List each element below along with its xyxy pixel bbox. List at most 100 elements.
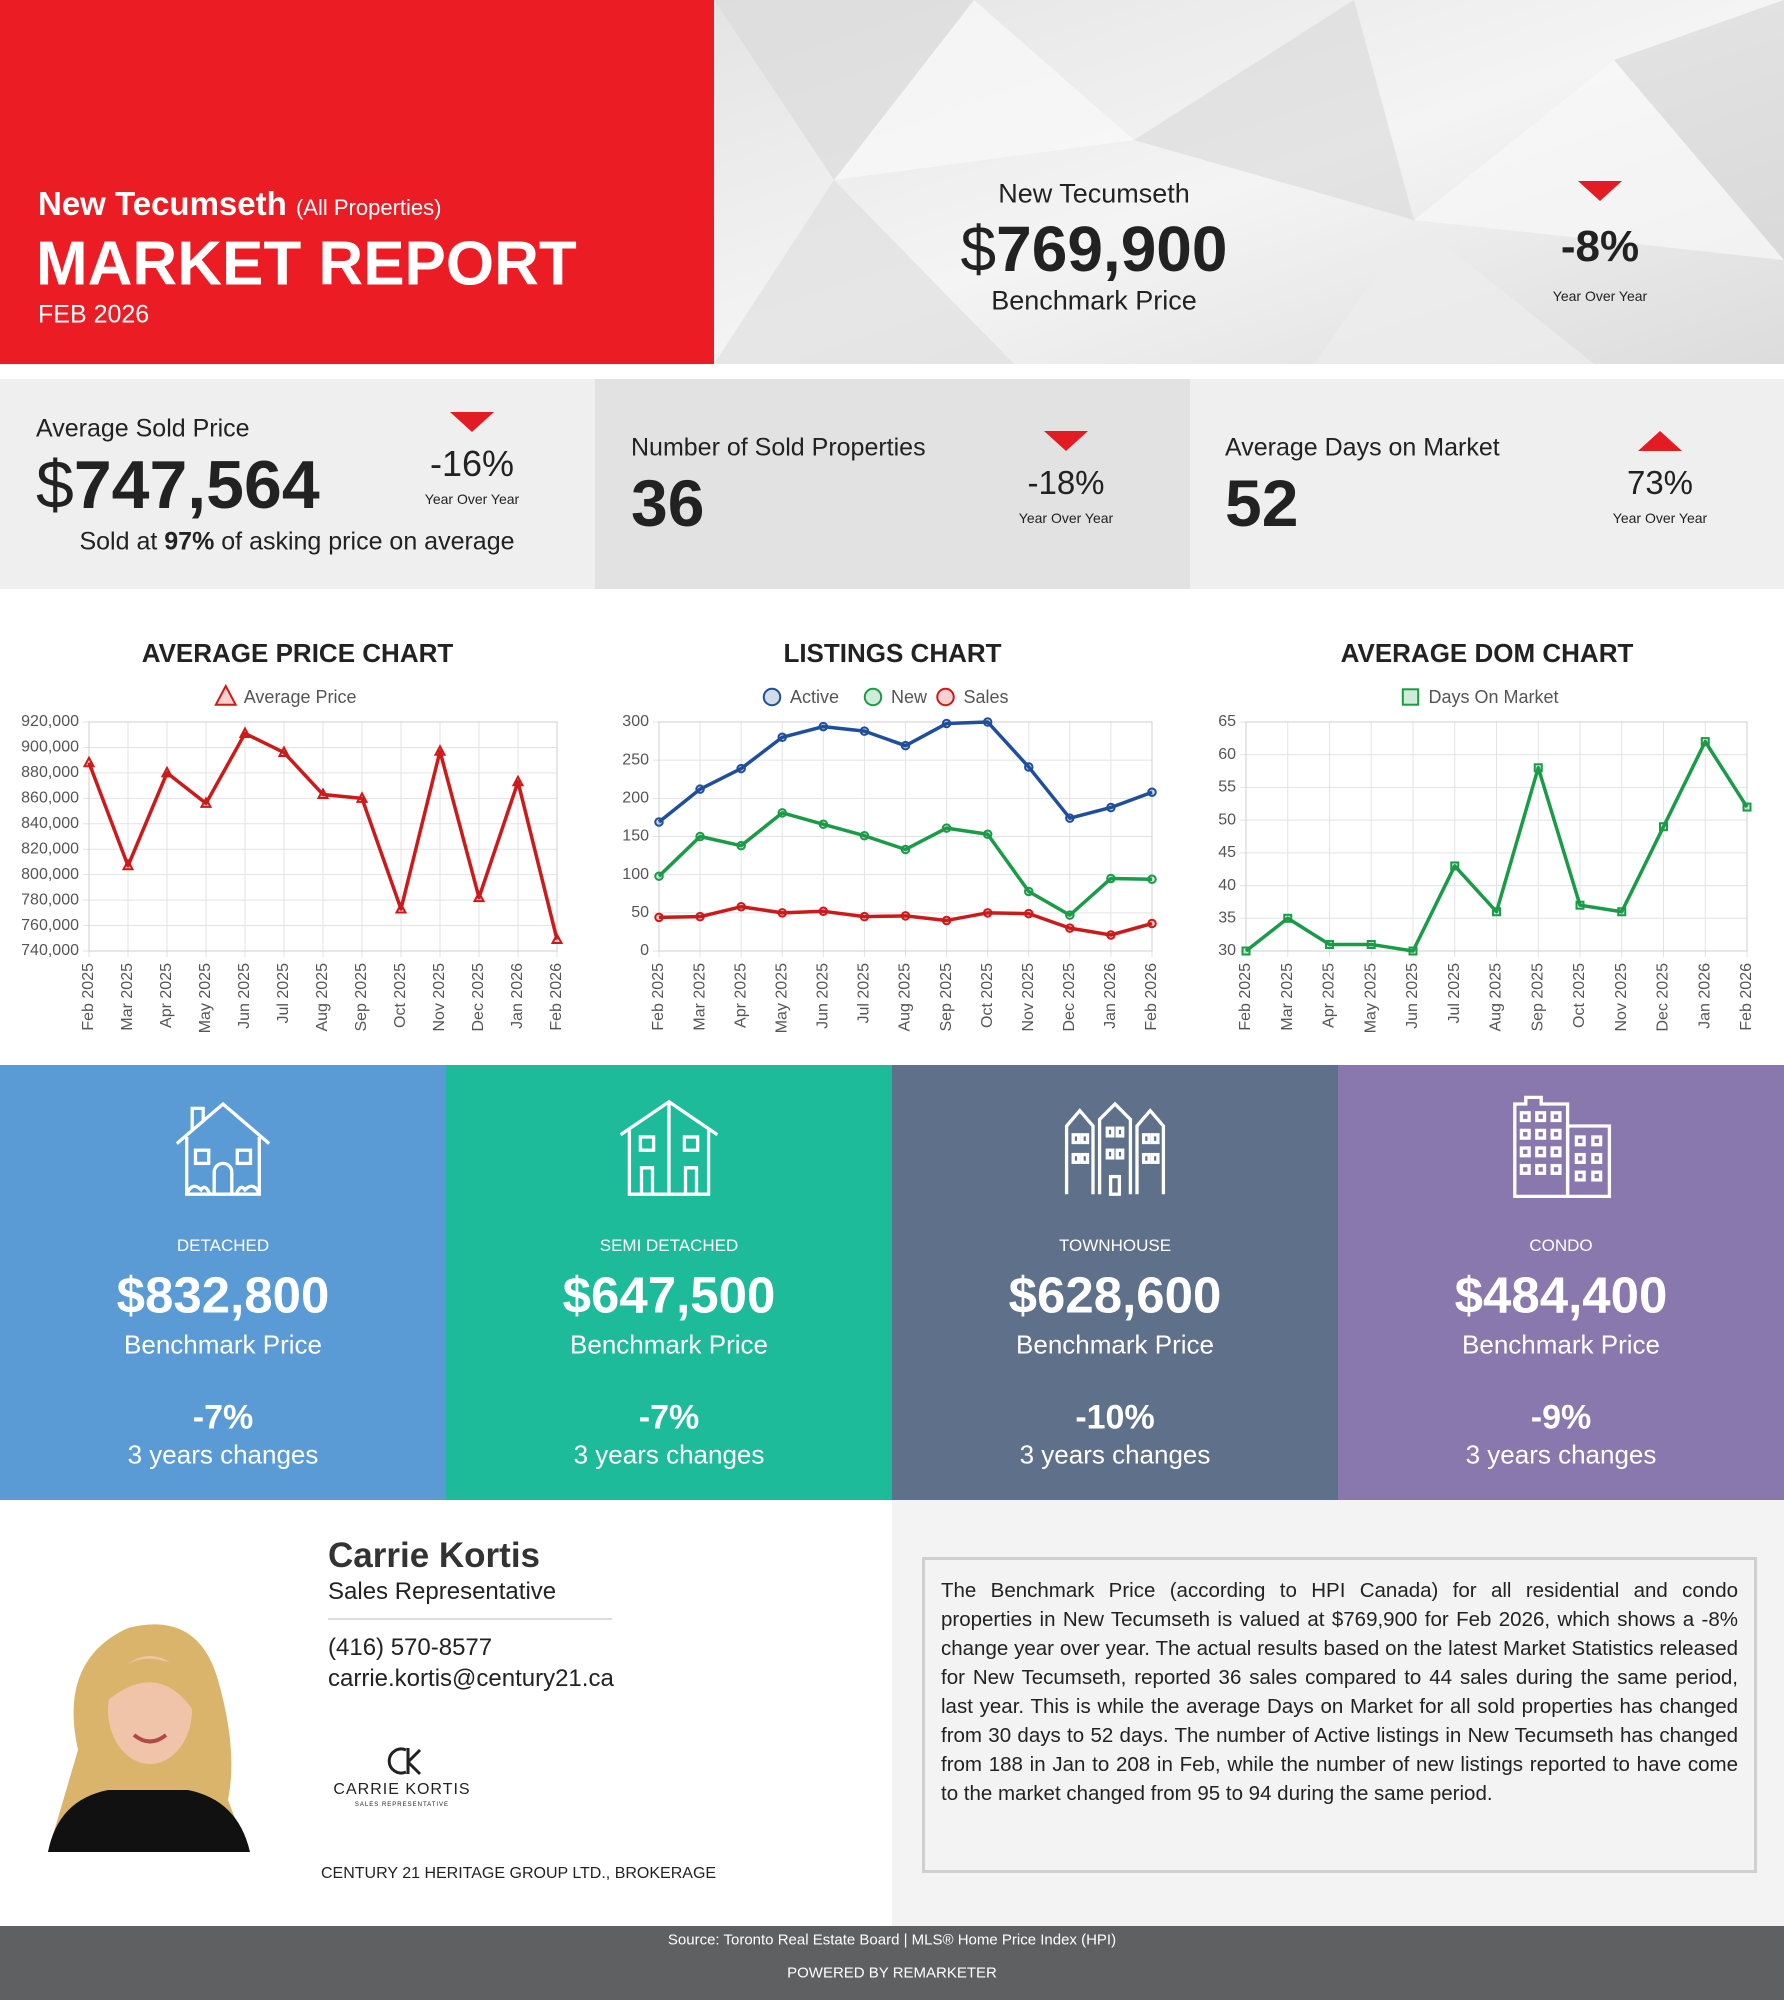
data-point <box>1106 873 1116 884</box>
agent-title: Sales Representative <box>328 1578 557 1605</box>
data-point <box>1617 907 1627 917</box>
x-tick-label: Jul 2025 <box>1446 963 1463 1024</box>
data-point <box>1241 946 1251 956</box>
y-tick-label: 860,000 <box>21 790 79 807</box>
data-point <box>736 840 746 851</box>
data-point <box>1533 763 1543 773</box>
data-point <box>472 890 486 903</box>
property-name: TOWNHOUSE <box>1058 1236 1172 1255</box>
x-tick-label: May 2025 <box>1362 963 1379 1033</box>
stat-value: 52 <box>1225 466 1299 540</box>
data-point <box>160 765 174 778</box>
data-point <box>695 911 705 922</box>
chart-title: LISTINGS CHART <box>783 638 1001 668</box>
x-tick-label: Feb 2025 <box>80 963 97 1031</box>
x-tick-label: Mar 2025 <box>1279 963 1296 1031</box>
data-point <box>695 831 705 842</box>
x-tick-label: Aug 2025 <box>897 963 914 1032</box>
detached-icon <box>175 1101 271 1196</box>
data-point <box>818 721 829 732</box>
note-text: of asking price on average <box>221 527 515 556</box>
data-point <box>1575 900 1585 910</box>
x-tick-label: Jul 2025 <box>275 963 292 1024</box>
x-tick-label: Jan 2026 <box>1102 963 1119 1029</box>
y-tick-label: 300 <box>622 713 649 730</box>
y-tick-label: 880,000 <box>21 764 79 781</box>
data-point <box>1366 939 1376 949</box>
property-change: -10% <box>1075 1398 1155 1437</box>
x-tick-label: Dec 2025 <box>1061 963 1078 1032</box>
data-point <box>550 932 564 945</box>
data-point <box>777 732 787 743</box>
y-tick-label: 760,000 <box>21 917 79 934</box>
brokerage: CENTURY 21 HERITAGE GROUP LTD., BROKERAG… <box>321 1865 717 1882</box>
townhouse-icon <box>1064 1101 1166 1196</box>
property-change: -7% <box>638 1398 700 1437</box>
header-city-line: New Tecumseth (All Properties) <box>38 185 441 223</box>
data-point <box>1408 946 1418 956</box>
property-label: Benchmark Price <box>1016 1329 1214 1360</box>
stat-note: Sold at 97% of asking price on average <box>79 528 514 557</box>
benchmark-change-label: Year Over Year <box>1552 288 1648 304</box>
chart: AVERAGE PRICE CHART Average Price 740,000 7… <box>21 638 565 1033</box>
data-line <box>658 904 1153 937</box>
data-point <box>1492 907 1501 917</box>
data-point <box>859 911 870 922</box>
y-tick-label: 30 <box>1218 942 1236 959</box>
x-tick-label: Feb 2026 <box>1143 963 1160 1031</box>
data-line <box>1244 739 1749 953</box>
change-arrow <box>450 412 494 432</box>
x-tick-label: Feb 2026 <box>548 963 565 1031</box>
property-label: Benchmark Price <box>1462 1329 1660 1360</box>
semi-detached-icon <box>619 1099 719 1196</box>
property-price: $647,500 <box>562 1266 776 1324</box>
x-tick-label: Nov 2025 <box>1020 963 1037 1032</box>
stat-change-label: Year Over Year <box>1018 510 1114 526</box>
data-point <box>1700 737 1710 747</box>
data-point <box>654 817 664 827</box>
property-change-label: 3 years changes <box>127 1439 319 1470</box>
property-label: Benchmark Price <box>124 1329 322 1360</box>
data-point <box>1659 822 1668 832</box>
property-change-label: 3 years changes <box>1465 1439 1657 1470</box>
condo-icon <box>1513 1095 1612 1199</box>
legend-marker <box>1401 688 1420 706</box>
x-tick-label: Dec 2025 <box>1655 963 1672 1032</box>
legend-marker <box>214 683 238 706</box>
property-name: DETACHED <box>176 1236 270 1255</box>
stat-box <box>0 379 595 589</box>
data-point <box>1106 930 1116 940</box>
y-tick-label: 0 <box>640 942 649 959</box>
y-tick-label: 900,000 <box>21 739 79 756</box>
data-point <box>654 871 664 881</box>
x-tick-label: Feb 2026 <box>1738 963 1755 1031</box>
stat-value-line: $747,564 <box>36 446 320 524</box>
y-tick-label: 150 <box>622 828 649 845</box>
plot-border <box>658 721 1153 952</box>
y-tick-label: 40 <box>1218 877 1236 894</box>
data-point <box>736 901 746 912</box>
stat-label: Average Sold Price <box>36 414 250 443</box>
chart: LISTINGS CHART Active New Sales 0 50 100 150 200… <box>622 638 1160 1033</box>
data-point <box>1147 918 1157 929</box>
stat-label: Number of Sold Properties <box>631 433 926 462</box>
data-point <box>777 808 787 818</box>
chart-title: AVERAGE DOM CHART <box>1341 638 1634 668</box>
data-point <box>941 823 952 833</box>
footer <box>0 1926 1784 2000</box>
data-point <box>736 763 746 774</box>
agent-email: carrie.kortis@century21.ca <box>328 1665 614 1692</box>
y-tick-label: 920,000 <box>21 713 79 730</box>
note-percent: 97% <box>164 527 215 556</box>
stat-currency: $ <box>36 447 74 523</box>
y-tick-label: 100 <box>622 866 649 883</box>
data-point <box>1024 886 1034 897</box>
data-point <box>982 717 993 727</box>
divider <box>328 1618 612 1620</box>
agent-name: Carrie Kortis <box>328 1536 541 1575</box>
data-point <box>277 745 291 758</box>
header-backdrop <box>714 0 1784 364</box>
plot-border <box>1245 721 1748 952</box>
y-tick-label: 840,000 <box>21 815 79 832</box>
